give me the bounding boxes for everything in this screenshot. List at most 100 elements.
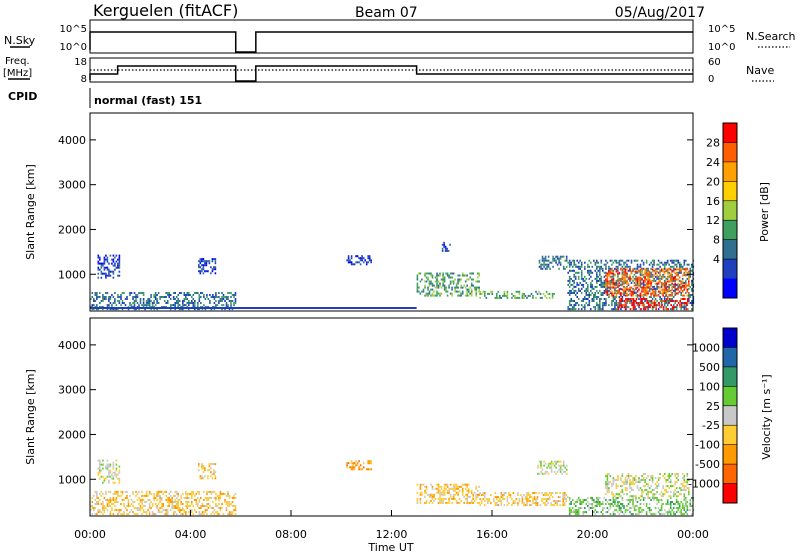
range-gate-cell: [587, 287, 589, 290]
range-gate-cell: [535, 498, 537, 501]
range-gate-cell: [112, 264, 115, 267]
range-gate-cell: [615, 497, 618, 499]
range-gate-cell: [117, 296, 119, 298]
range-gate-cell: [638, 270, 640, 273]
range-gate-cell: [159, 494, 161, 497]
range-gate-cell: [115, 497, 118, 499]
range-gate-cell: [108, 499, 110, 501]
range-gate-cell: [686, 288, 689, 291]
range-gate-cell: [174, 292, 176, 294]
range-gate-cell: [674, 513, 676, 516]
scatter-region: [416, 483, 480, 504]
range-gate-cell: [535, 500, 537, 503]
range-gate-cell: [606, 475, 609, 477]
range-gate-cell: [666, 261, 669, 264]
range-gate-cell: [446, 272, 449, 275]
range-gate-cell: [144, 308, 146, 311]
range-gate-cell: [442, 499, 444, 502]
range-gate-cell: [681, 290, 684, 293]
range-gate-cell: [553, 257, 556, 260]
range-gate-cell: [436, 272, 438, 275]
range-gate-cell: [234, 302, 237, 304]
range-gate-cell: [558, 261, 560, 264]
range-gate-cell: [547, 498, 549, 501]
range-gate-cell: [195, 292, 198, 294]
range-gate-cell: [625, 308, 627, 311]
range-gate-cell: [668, 285, 670, 288]
range-gate-cell: [629, 300, 631, 302]
range-gate-cell: [659, 272, 661, 275]
range-gate-cell: [644, 280, 646, 283]
range-gate-cell: [627, 277, 630, 280]
range-gate-cell: [632, 483, 634, 486]
range-gate-cell: [675, 306, 678, 309]
range-gate-cell: [355, 255, 357, 258]
range-gate-cell: [624, 286, 627, 289]
range-gate-cell: [218, 507, 220, 509]
range-gate-cell: [632, 302, 635, 304]
range-gate-cell: [680, 509, 682, 512]
range-gate-cell: [573, 281, 575, 284]
range-gate-cell: [630, 261, 633, 264]
range-gate-cell: [568, 507, 571, 509]
range-gate-cell: [627, 306, 630, 309]
range-gate-cell: [121, 492, 124, 495]
range-gate-cell: [117, 501, 119, 503]
range-gate-cell: [685, 481, 687, 484]
range-gate-cell: [685, 259, 687, 262]
range-gate-cell: [427, 292, 429, 295]
scatter-region: [441, 241, 451, 252]
range-gate-cell: [168, 292, 170, 294]
range-gate-cell: [650, 302, 652, 304]
range-gate-cell: [596, 511, 598, 514]
range-gate-cell: [562, 460, 565, 463]
colorbar-tick-label: -1000: [688, 478, 720, 491]
range-gate-cell: [620, 268, 622, 271]
range-gate-cell: [503, 294, 506, 297]
range-gate-cell: [136, 499, 139, 501]
range-gate-cell: [467, 489, 470, 492]
range-gate-cell: [562, 500, 564, 503]
range-gate-cell: [619, 298, 621, 300]
range-gate-cell: [418, 286, 420, 289]
range-gate-cell: [538, 460, 541, 463]
range-gate-cell: [642, 281, 645, 284]
range-gate-cell: [647, 292, 649, 295]
range-gate-cell: [156, 302, 158, 304]
range-gate-cell: [559, 261, 562, 264]
range-gate-cell: [424, 495, 426, 498]
range-gate-cell: [93, 298, 95, 300]
range-gate-cell: [587, 263, 589, 266]
range-gate-cell: [231, 294, 234, 296]
range-gate-cell: [662, 513, 664, 516]
range-gate-cell: [419, 487, 422, 490]
range-gate-cell: [476, 489, 479, 492]
range-gate-cell: [565, 265, 568, 268]
range-gate-cell: [596, 279, 598, 282]
range-gate-cell: [194, 509, 196, 512]
range-gate-cell: [605, 263, 607, 266]
range-gate-cell: [552, 265, 554, 268]
range-gate-cell: [574, 263, 577, 266]
range-gate-cell: [651, 513, 654, 516]
range-gate-cell: [197, 497, 199, 499]
range-gate-cell: [600, 267, 603, 270]
range-gate-cell: [430, 499, 432, 502]
range-gate-cell: [512, 502, 515, 505]
range-gate-cell: [606, 276, 609, 279]
range-gate-cell: [650, 304, 653, 307]
range-gate-cell: [617, 485, 619, 488]
range-gate-cell: [582, 277, 585, 280]
range-gate-cell: [590, 275, 592, 278]
range-gate-cell: [225, 304, 228, 307]
range-gate-cell: [688, 294, 690, 296]
range-gate-cell: [224, 499, 226, 501]
range-gate-cell: [142, 499, 145, 501]
range-gate-cell: [202, 266, 205, 269]
range-gate-cell: [541, 257, 544, 260]
range-gate-cell: [529, 500, 531, 503]
range-gate-cell: [602, 281, 604, 284]
range-gate-cell: [148, 499, 151, 501]
range-gate-cell: [174, 494, 176, 497]
range-gate-cell: [106, 467, 109, 470]
